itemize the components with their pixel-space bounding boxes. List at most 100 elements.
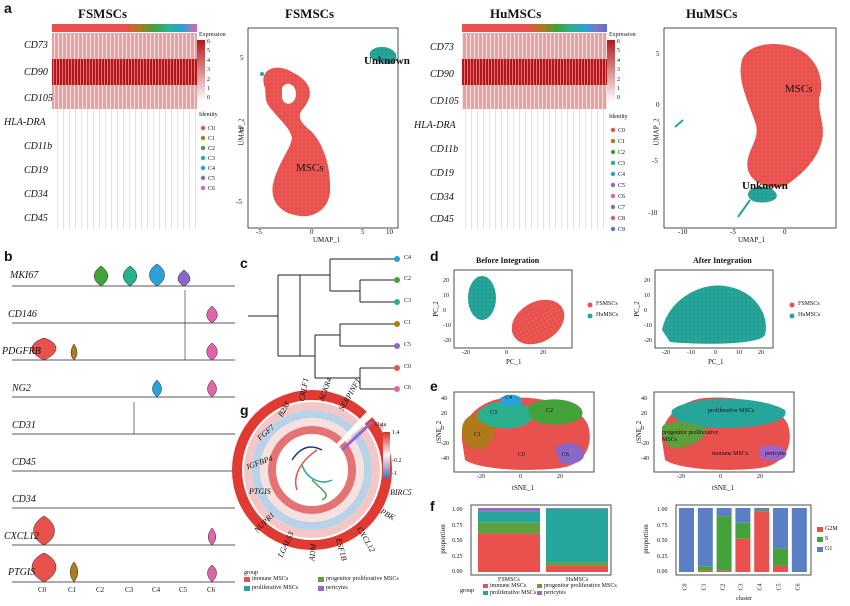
identity-legend-2-dots bbox=[610, 127, 616, 232]
pca-before-xlabel: PC_1 bbox=[506, 358, 522, 366]
expression-colorbar-2 bbox=[607, 40, 615, 102]
violin-cluster-c2: C2 bbox=[96, 586, 105, 594]
bar-c2-g2m bbox=[716, 570, 732, 572]
identity-legend-2-labels: C0 C1 C2 C3 C4 C5 C6 C7 C8 C9 bbox=[618, 128, 626, 233]
bar-c2-g1 bbox=[716, 508, 732, 517]
circos-data-tick-0: 1.4 bbox=[392, 430, 400, 436]
heatmap1-gene-cd45: CD45 bbox=[24, 213, 48, 224]
bar-right-xlabel: cluster bbox=[736, 596, 752, 602]
violin-gene-ptgis: PTGIS bbox=[8, 567, 36, 578]
pca-after-title: After Integration bbox=[693, 256, 752, 265]
umap1-xtick-0: -5 bbox=[256, 228, 262, 236]
umap2-msc-label: MSCs bbox=[785, 83, 813, 95]
tsne-left-xtick-2: 20 bbox=[557, 474, 563, 480]
pca-after-ylabel: PC_2 bbox=[632, 301, 641, 317]
violin-ptgis-c6 bbox=[207, 564, 217, 583]
heatmap-humscs bbox=[462, 24, 615, 229]
pca-after-yticks: 20 10 0 -10 -20 bbox=[644, 278, 652, 344]
heatmap2-gene-cd19: CD19 bbox=[430, 168, 454, 179]
bar-c0-g1 bbox=[679, 508, 694, 572]
bar-left-legend-pericytes: pericytes bbox=[544, 590, 566, 596]
violin-mki67-c2 bbox=[94, 265, 108, 287]
circos-legend-title: group bbox=[244, 570, 258, 576]
violin-ng2-c6 bbox=[207, 379, 217, 398]
bar-c3-g2m bbox=[735, 538, 751, 572]
pca-after-xtick-1: -10 bbox=[687, 350, 695, 356]
umap1-msc-label: MSCs bbox=[296, 162, 324, 174]
bar-fsmscs-immune-mscs bbox=[478, 533, 540, 572]
identity-dot-c5 bbox=[200, 175, 206, 181]
tsne-label-c2: C2 bbox=[546, 408, 554, 414]
heatmap-humscs-title: HuMSCs bbox=[490, 6, 542, 21]
identity-legend-1-title: Identity bbox=[199, 112, 218, 118]
dendro-leaf-c0: C0 bbox=[404, 364, 412, 370]
violin-gene-cxcl12: CXCL12 bbox=[4, 531, 40, 542]
heatmap1-gene-cd90: CD90 bbox=[24, 67, 48, 78]
bar-c1-g1 bbox=[697, 508, 713, 567]
violin-ng2-c4 bbox=[152, 379, 162, 398]
identity-dot-c4 bbox=[200, 165, 206, 171]
phase-legend-g2m: G2M bbox=[825, 526, 838, 532]
heatmap-fsmscs-cluster-bar bbox=[52, 24, 197, 32]
violin-pdgfrb-c6 bbox=[206, 342, 218, 361]
umap-humscs-unknown-cluster bbox=[748, 186, 777, 203]
pca-before-xtick-0: -20 bbox=[462, 350, 470, 356]
umap1-ytick-1: 0 bbox=[240, 126, 244, 134]
violin-gene-ng2: NG2 bbox=[12, 383, 31, 394]
bar-right-xtick-c6: C6 bbox=[795, 583, 802, 591]
proportion-barchart-groups bbox=[478, 508, 608, 572]
pca-before-ylabel: PC_2 bbox=[431, 301, 440, 317]
bar-c1-s bbox=[697, 566, 713, 571]
umap2-xtick-0: -10 bbox=[678, 228, 688, 236]
pca-before-xtick-2: 20 bbox=[540, 350, 546, 356]
umap2-ytick-3: -10 bbox=[648, 209, 658, 217]
heatmap2-gene-cd34: CD34 bbox=[430, 192, 454, 203]
bar-humscs-pericytes bbox=[546, 508, 608, 509]
umap1-ytick-0: 5 bbox=[240, 54, 244, 62]
umap2-xtick-2: 0 bbox=[783, 228, 787, 236]
dendrogram bbox=[248, 258, 397, 390]
umap2-ytick-1: 0 bbox=[656, 101, 660, 109]
tsne-label-c1: C1 bbox=[474, 432, 482, 438]
circos-data-tick-1: -0.2 bbox=[392, 458, 402, 464]
umap-humscs-title: HuMSCs bbox=[686, 6, 738, 21]
heatmap1-gene-cd73: CD73 bbox=[24, 40, 48, 51]
panel-d-letter: d bbox=[430, 248, 439, 264]
violin-pdgfrb-c1 bbox=[70, 343, 78, 361]
bar-right-xtick-c4: C4 bbox=[757, 583, 764, 591]
heatmap2-gene-cd105: CD105 bbox=[430, 96, 459, 107]
bar-left-legend-progenitor: progenitor proliferative MSCs bbox=[544, 583, 617, 589]
pca-after-xtick-0: -20 bbox=[662, 350, 670, 356]
pca-before-title: Before Integration bbox=[476, 256, 540, 265]
violin-gene-cd45: CD45 bbox=[12, 457, 36, 468]
bar-right-xtick-c3: C3 bbox=[738, 583, 745, 591]
pca-after-xtick-2: 0 bbox=[714, 350, 717, 356]
identity-dot-c3 bbox=[200, 155, 206, 161]
pca-before-xtick-1: 0 bbox=[505, 350, 508, 356]
umap1-xtick-3: 10 bbox=[386, 228, 393, 236]
tsne-label-pericytes: pericytes bbox=[765, 451, 787, 457]
bar-c5-g1 bbox=[773, 508, 788, 549]
umap2-xlabel: UMAP_1 bbox=[738, 236, 766, 244]
bar-fsmscs-proliferative-mscs bbox=[478, 511, 540, 523]
pca-after-xtick-4: 20 bbox=[758, 350, 764, 356]
umap-fsmscs-plot bbox=[247, 27, 399, 229]
tsne-celltype-plot bbox=[653, 391, 795, 473]
bar-c3-g1 bbox=[735, 508, 751, 523]
pca-before-legend-fsmscs: FSMSCs bbox=[596, 301, 618, 307]
bar-c5-s bbox=[773, 548, 788, 566]
tsne-label-progenitor: progenitor proliferative MSCs bbox=[662, 430, 719, 443]
tsne-left-yticks: 40 20 0 -20 -40 bbox=[441, 396, 449, 462]
umap2-ytick-0: 5 bbox=[656, 50, 660, 58]
umap1-xtick-1: 0 bbox=[310, 228, 314, 236]
pca-after-legend-humscs: HuMSCs bbox=[798, 312, 821, 318]
circos-legend-progenitor: progenitor proliferative MSCs bbox=[326, 576, 399, 582]
tsne-label-proliferative: proliferative MSCs bbox=[708, 408, 755, 414]
tsne-label-c4: C4 bbox=[505, 395, 513, 401]
tsne-right-xtick-2: 20 bbox=[757, 474, 763, 480]
identity-legend-1-dots bbox=[200, 125, 206, 191]
violin-gene-cd34: CD34 bbox=[12, 494, 36, 505]
tsne-cluster-plot bbox=[453, 391, 595, 473]
